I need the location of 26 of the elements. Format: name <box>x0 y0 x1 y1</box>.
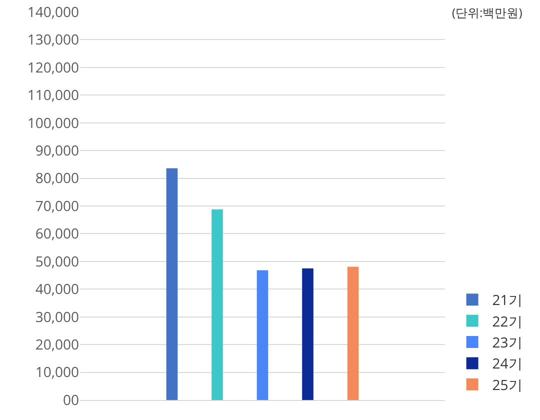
bar <box>347 266 359 400</box>
bar <box>256 270 268 400</box>
legend-label: 24기 <box>492 354 522 374</box>
legend-label: 21기 <box>492 291 522 310</box>
y-tick-label: 130,000 <box>27 30 79 50</box>
bar <box>166 168 178 400</box>
y-tick-label: 40,000 <box>35 280 79 300</box>
text: (단위:백만원) <box>452 4 523 21</box>
y-tick-label: 20,000 <box>35 335 79 354</box>
y-tick-label: 50,000 <box>35 252 79 272</box>
y-tick-label: 70,000 <box>35 196 79 216</box>
legend-label: 23기 <box>492 333 522 352</box>
y-tick-label: 100,000 <box>27 114 79 133</box>
y-tick-label: 80,000 <box>35 169 79 188</box>
bar <box>212 209 223 400</box>
y-tick-label: 110,000 <box>27 86 79 106</box>
y-tick-label: 120,000 <box>27 58 79 78</box>
legend-label: 22기 <box>492 312 522 332</box>
y-tick-label: 140,000 <box>27 2 79 22</box>
y-tick-label: 90,000 <box>35 141 79 160</box>
y-tick-label: 10,000 <box>35 363 79 382</box>
legend-label: 25기 <box>492 376 522 395</box>
bar <box>302 268 314 400</box>
y-tick-label: 60,000 <box>35 224 79 244</box>
y-tick-label: 30,000 <box>35 308 79 327</box>
y-tick-label: 00 <box>62 390 79 410</box>
